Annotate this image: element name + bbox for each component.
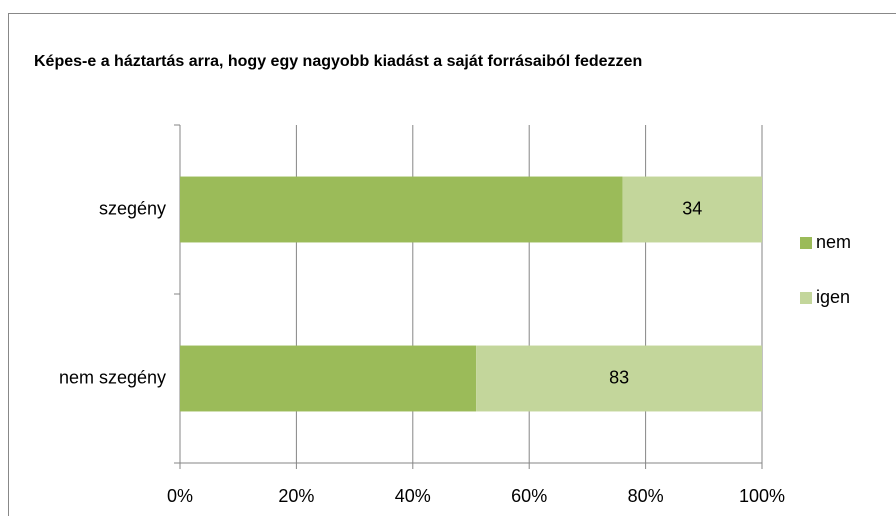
chart-title: Képes-e a háztartás arra, hogy egy nagyo… — [34, 53, 642, 70]
data-label: 34 — [682, 198, 702, 218]
bar-segment — [180, 345, 477, 412]
legend-label: nem — [816, 232, 851, 252]
y-tick-label: nem szegény — [59, 367, 166, 387]
x-tick-label: 60% — [511, 486, 547, 506]
bar-segment — [622, 176, 762, 243]
legend-label: igen — [816, 287, 850, 307]
x-tick-label: 100% — [739, 486, 785, 506]
x-tick-label: 40% — [395, 486, 431, 506]
bar-segment — [180, 176, 623, 243]
chart-frame — [8, 13, 896, 516]
x-tick-label: 80% — [628, 486, 664, 506]
x-tick-label: 0% — [167, 486, 193, 506]
y-tick-label: szegény — [99, 198, 166, 218]
legend-swatch — [800, 237, 812, 249]
bar-segment — [476, 345, 762, 412]
legend-swatch — [800, 292, 812, 304]
x-tick-label: 20% — [278, 486, 314, 506]
data-label: 83 — [609, 367, 629, 387]
